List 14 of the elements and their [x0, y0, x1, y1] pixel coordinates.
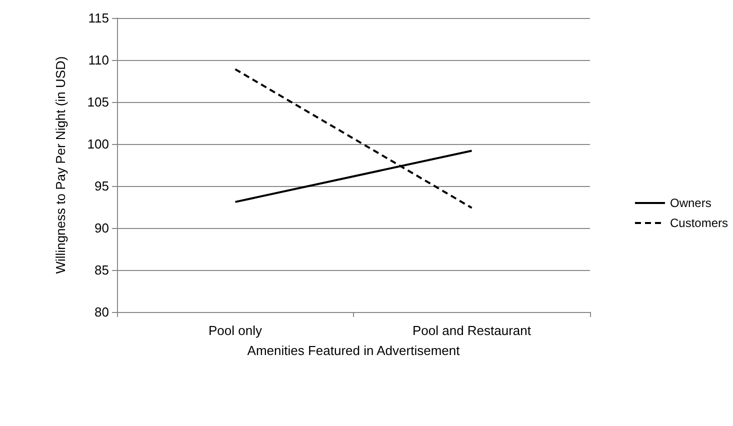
y-tick-label: 105 — [87, 94, 109, 110]
legend-label: Customers — [670, 216, 728, 230]
y-tick-label: 95 — [94, 178, 109, 194]
x-tick-label: Pool only — [208, 323, 262, 338]
y-tick-label: 115 — [88, 10, 109, 26]
y-tick-label: 100 — [87, 136, 109, 152]
y-tick-label: 85 — [94, 262, 109, 278]
y-tick-label: 90 — [94, 220, 109, 236]
legend-label: Owners — [670, 196, 712, 210]
y-tick-label: 110 — [88, 52, 109, 68]
x-axis-title: Amenities Featured in Advertisement — [247, 343, 460, 358]
y-tick-label: 80 — [94, 304, 109, 320]
y-axis-title: Willingness to Pay Per Night (in USD) — [53, 56, 68, 274]
x-tick-label: Pool and Restaurant — [412, 323, 532, 338]
